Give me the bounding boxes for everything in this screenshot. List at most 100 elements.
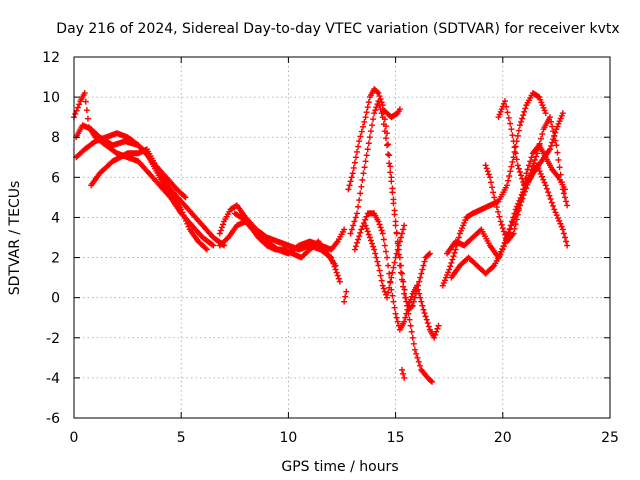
data-point <box>516 122 523 129</box>
data-point <box>431 334 438 341</box>
data-point <box>536 168 543 175</box>
data-point <box>535 165 542 172</box>
data-point <box>511 225 518 232</box>
data-point <box>371 246 378 253</box>
data-point <box>363 213 370 220</box>
data-point <box>417 362 424 369</box>
data-point <box>385 151 392 158</box>
data-point <box>360 170 367 177</box>
data-point <box>404 306 411 313</box>
data-point <box>489 263 496 270</box>
data-point <box>374 89 381 96</box>
data-point <box>508 126 515 133</box>
data-point <box>333 269 340 276</box>
data-point <box>484 168 491 175</box>
data-point <box>377 272 384 279</box>
data-point <box>379 230 386 237</box>
data-point <box>533 153 540 160</box>
data-point <box>402 314 409 321</box>
data-point <box>501 231 508 238</box>
data-point <box>358 183 365 190</box>
data-point <box>514 132 521 139</box>
data-point <box>400 278 407 285</box>
data-point <box>385 289 392 296</box>
data-point <box>378 277 385 284</box>
data-point <box>182 194 189 201</box>
data-point <box>386 160 393 167</box>
data-point <box>510 138 517 145</box>
ticks <box>73 56 611 419</box>
data-point <box>560 190 567 197</box>
data-point <box>433 328 440 335</box>
data-point <box>350 164 357 171</box>
data-point <box>361 118 368 125</box>
data-point <box>509 132 516 139</box>
data-point <box>549 123 556 130</box>
y-axis-label: SDTVAR / TECUs <box>7 181 23 296</box>
data-point <box>371 110 378 117</box>
data-point <box>548 199 555 206</box>
data-point <box>408 303 415 310</box>
data-point <box>375 90 382 97</box>
data-point <box>548 118 555 125</box>
data-point <box>351 246 358 253</box>
data-point <box>418 270 425 277</box>
data-point <box>401 318 408 325</box>
data-point <box>522 105 529 112</box>
data-point <box>427 377 434 384</box>
data-point <box>451 249 458 256</box>
data-point <box>365 99 372 106</box>
data-point <box>401 286 408 293</box>
data-point <box>385 262 392 269</box>
data-point <box>364 228 371 235</box>
data-point <box>355 236 362 243</box>
data-point <box>420 262 427 269</box>
data-point <box>351 218 358 225</box>
data-point <box>416 278 423 285</box>
data-point <box>542 110 549 117</box>
data-point <box>543 185 550 192</box>
data-point <box>362 158 369 165</box>
data-point <box>411 294 418 301</box>
data-point <box>180 212 187 219</box>
data-point <box>503 103 510 110</box>
series-track-14 <box>399 366 408 381</box>
data-point <box>556 217 563 224</box>
data-point <box>347 178 354 185</box>
data-point <box>514 211 521 218</box>
data-point <box>432 331 439 338</box>
data-point <box>553 212 560 219</box>
data-point <box>375 98 382 105</box>
series-track-4 <box>88 146 189 201</box>
data-point <box>72 110 79 117</box>
data-point <box>362 114 369 121</box>
data-point <box>547 196 554 203</box>
x-tick-label: 25 <box>601 430 619 446</box>
data-point <box>397 262 404 269</box>
data-point <box>429 378 436 385</box>
series-track-17 <box>448 162 571 281</box>
data-point <box>348 226 355 233</box>
data-point <box>407 296 414 303</box>
data-point <box>354 148 361 155</box>
x-tick-label: 15 <box>387 430 405 446</box>
data-point <box>545 189 552 196</box>
data-point <box>73 107 80 114</box>
data-point <box>512 150 519 157</box>
data-point <box>535 145 542 152</box>
data-point <box>362 216 369 223</box>
x-tick-label: 20 <box>494 430 512 446</box>
data-point <box>220 221 227 228</box>
data-point <box>346 182 353 189</box>
data-point <box>384 142 391 149</box>
data-point <box>551 206 558 213</box>
data-point <box>332 262 339 269</box>
data-point <box>421 258 428 265</box>
data-point <box>401 374 408 381</box>
data-point <box>363 152 370 159</box>
data-point <box>376 267 383 274</box>
data-point <box>363 225 370 232</box>
data-point <box>352 243 359 250</box>
data-point <box>455 234 462 241</box>
data-point <box>380 236 387 243</box>
